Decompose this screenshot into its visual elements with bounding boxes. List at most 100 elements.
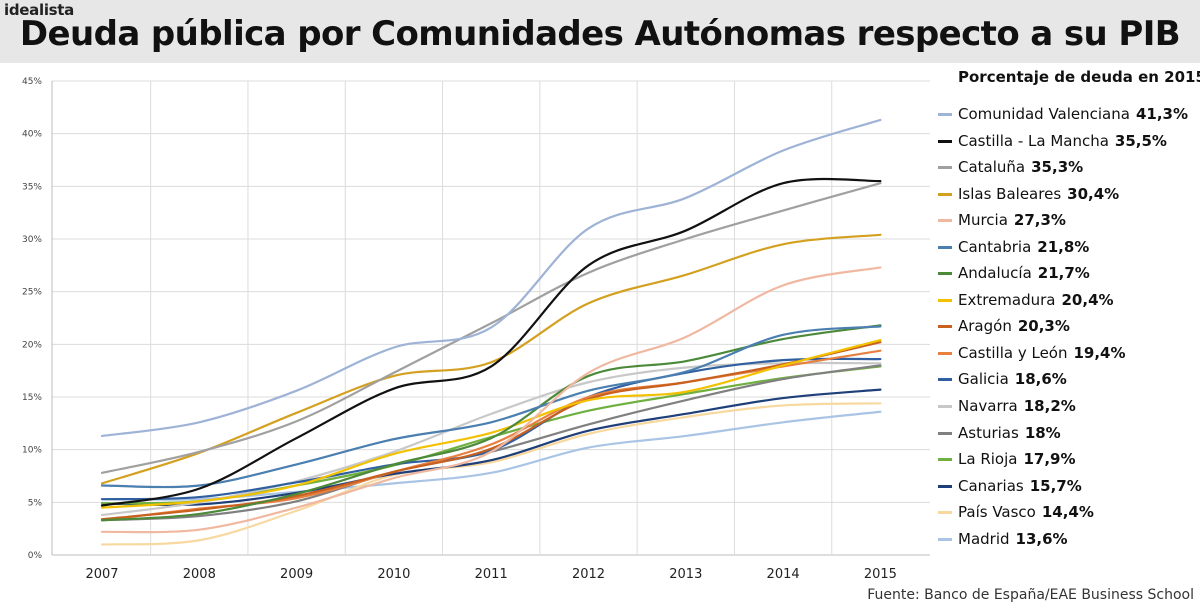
title-bar: idealista Deuda pública por Comunidades … bbox=[0, 0, 1200, 63]
legend-item-aragon: Aragón 20,3% bbox=[937, 313, 1197, 340]
legend-label: Cataluña 35,3% bbox=[958, 154, 1083, 180]
legend-item-canarias: Canarias 15,7% bbox=[937, 473, 1197, 500]
legend-label: Andalucía 21,7% bbox=[958, 260, 1090, 286]
legend-swatch bbox=[938, 166, 952, 170]
legend-item-cantabria: Cantabria 21,8% bbox=[937, 234, 1197, 261]
legend-series-value: 35,5% bbox=[1114, 131, 1167, 150]
legend-swatch bbox=[938, 458, 952, 462]
x-tick-label: 2011 bbox=[475, 567, 508, 582]
legend-item-castilla-y-leon: Castilla y León 19,4% bbox=[937, 340, 1197, 367]
legend-swatch bbox=[938, 272, 952, 276]
legend-label: Islas Baleares 30,4% bbox=[958, 181, 1119, 207]
legend-swatch bbox=[938, 325, 952, 329]
legend-item-islas-baleares: Islas Baleares 30,4% bbox=[937, 181, 1197, 208]
series bbox=[100, 118, 882, 546]
legend-series-name: País Vasco bbox=[958, 503, 1036, 522]
y-tick-label: 30% bbox=[22, 235, 42, 245]
y-tick-label: 0% bbox=[28, 551, 43, 561]
legend-series-name: Castilla - La Mancha bbox=[958, 131, 1109, 150]
legend-series-name: Cataluña bbox=[958, 158, 1026, 177]
legend-series-value: 18,2% bbox=[1023, 397, 1076, 416]
legend-label: Comunidad Valenciana 41,3% bbox=[958, 101, 1188, 127]
legend-label: Castilla - La Mancha 35,5% bbox=[958, 128, 1167, 154]
legend-item-extremadura: Extremadura 20,4% bbox=[937, 287, 1197, 314]
legend-swatch bbox=[938, 405, 952, 409]
legend-series-name: Castilla y León bbox=[958, 343, 1068, 362]
y-tick-label: 10% bbox=[22, 446, 42, 456]
legend-label: Canarias 15,7% bbox=[958, 473, 1082, 499]
x-tick-label: 2010 bbox=[377, 567, 410, 582]
legend-label: Aragón 20,3% bbox=[958, 313, 1070, 339]
legend-swatch bbox=[938, 351, 952, 355]
legend-title: Porcentaje de deuda en 2015 bbox=[958, 68, 1200, 86]
legend-series-value: 13,6% bbox=[1015, 529, 1068, 548]
brand-logo: idealista bbox=[4, 1, 74, 19]
legend-label: Extremadura 20,4% bbox=[958, 287, 1114, 313]
legend-label: Asturias 18% bbox=[958, 420, 1061, 446]
legend-swatch bbox=[938, 431, 952, 435]
legend-series-name: Asturias bbox=[958, 423, 1019, 442]
y-tick-label: 45% bbox=[22, 77, 42, 87]
legend-item-murcia: Murcia 27,3% bbox=[937, 207, 1197, 234]
series-line-asturias bbox=[100, 364, 882, 522]
legend-series-value: 30,4% bbox=[1067, 184, 1120, 203]
legend-swatch bbox=[938, 484, 952, 488]
chart-title: Deuda pública por Comunidades Autónomas … bbox=[19, 14, 1181, 54]
x-tick-label: 2008 bbox=[183, 567, 216, 582]
legend-series-name: Galicia bbox=[958, 370, 1009, 389]
legend-item-madrid: Madrid 13,6% bbox=[937, 526, 1197, 553]
legend: Porcentaje de deuda en 2015 Comunidad Va… bbox=[937, 64, 1200, 552]
legend-series-value: 15,7% bbox=[1029, 476, 1082, 495]
legend-series-value: 18% bbox=[1024, 423, 1061, 442]
legend-series-name: Extremadura bbox=[958, 290, 1056, 309]
legend-series-name: Canarias bbox=[958, 476, 1024, 495]
legend-series-value: 19,4% bbox=[1073, 343, 1126, 362]
legend-item-comunidad-valenciana: Comunidad Valenciana 41,3% bbox=[937, 101, 1197, 128]
legend-series-name: Aragón bbox=[958, 317, 1012, 336]
series-line-comunidad-valenciana bbox=[100, 118, 882, 438]
legend-series-value: 17,9% bbox=[1023, 450, 1076, 469]
legend-swatch bbox=[938, 298, 952, 302]
legend-series-value: 20,3% bbox=[1017, 317, 1070, 336]
legend-series-value: 27,3% bbox=[1013, 211, 1066, 230]
x-tick-label: 2014 bbox=[767, 567, 800, 582]
legend-item-la-rioja: La Rioja 17,9% bbox=[937, 446, 1197, 473]
legend-label: Cantabria 21,8% bbox=[958, 234, 1089, 260]
legend-series-value: 35,3% bbox=[1031, 158, 1084, 177]
legend-label: País Vasco 14,4% bbox=[958, 499, 1094, 525]
x-tick-label: 2009 bbox=[280, 567, 313, 582]
x-tick-label: 2007 bbox=[85, 567, 118, 582]
legend-label: Navarra 18,2% bbox=[958, 393, 1076, 419]
series-line-islas-baleares bbox=[100, 233, 882, 485]
series-line-canarias bbox=[100, 388, 882, 507]
legend-series-name: Cantabria bbox=[958, 237, 1032, 256]
legend-item-pais-vasco: País Vasco 14,4% bbox=[937, 499, 1197, 526]
x-tick-label: 2015 bbox=[864, 567, 897, 582]
legend-item-castilla-la-mancha: Castilla - La Mancha 35,5% bbox=[937, 128, 1197, 155]
grid bbox=[52, 80, 930, 556]
legend-series-name: La Rioja bbox=[958, 450, 1018, 469]
legend-item-galicia: Galicia 18,6% bbox=[937, 366, 1197, 393]
legend-series-value: 14,4% bbox=[1041, 503, 1094, 522]
legend-swatch bbox=[938, 192, 952, 196]
legend-series-value: 21,8% bbox=[1037, 237, 1090, 256]
legend-items: Comunidad Valenciana 41,3% Castilla - La M… bbox=[937, 101, 1197, 552]
legend-swatch bbox=[938, 219, 952, 223]
series-line-extremadura bbox=[100, 339, 882, 509]
legend-swatch bbox=[938, 113, 952, 116]
legend-item-navarra: Navarra 18,2% bbox=[937, 393, 1197, 420]
legend-label: Murcia 27,3% bbox=[958, 207, 1066, 233]
legend-series-name: Navarra bbox=[958, 397, 1018, 416]
legend-series-name: Islas Baleares bbox=[958, 184, 1062, 203]
legend-series-name: Madrid bbox=[958, 529, 1010, 548]
series-line-castilla-la-mancha bbox=[100, 177, 882, 507]
y-tick-label: 25% bbox=[22, 288, 42, 298]
legend-series-value: 21,7% bbox=[1037, 264, 1090, 283]
y-tick-label: 40% bbox=[22, 130, 42, 140]
legend-item-cataluna: Cataluña 35,3% bbox=[937, 154, 1197, 181]
legend-series-name: Andalucía bbox=[958, 264, 1032, 283]
legend-swatch bbox=[938, 537, 952, 541]
x-tick-label: 2013 bbox=[669, 567, 702, 582]
y-tick-label: 15% bbox=[22, 393, 42, 403]
